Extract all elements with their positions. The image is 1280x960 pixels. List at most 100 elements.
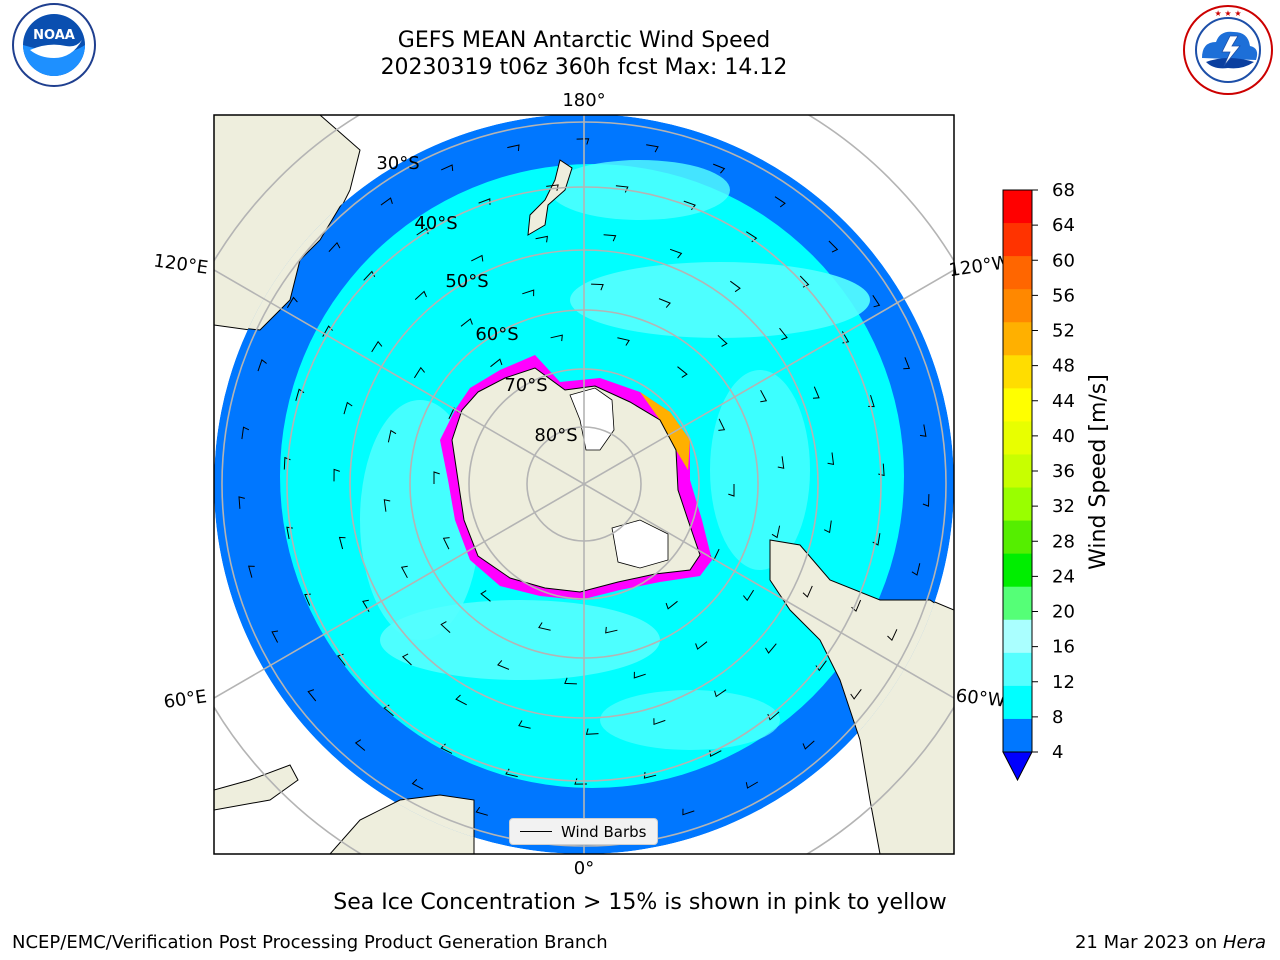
wind-barb <box>771 525 781 539</box>
wind-barb <box>887 629 898 642</box>
wind-barb <box>286 296 298 309</box>
wind-barb <box>497 660 510 670</box>
wind-barb <box>271 630 279 643</box>
colorbar-segment <box>1003 685 1032 720</box>
wind-barb <box>440 164 454 171</box>
colorbar-tick-label: 12 <box>1052 672 1075 693</box>
land-new-zealand <box>527 159 573 236</box>
colorbar-tick-label: 40 <box>1052 426 1075 447</box>
map-title: GEFS MEAN Antarctic Wind Speed <box>397 28 771 53</box>
colorbar-segment <box>1003 586 1032 621</box>
colorbar-tick-label: 20 <box>1052 602 1075 623</box>
wind-barb <box>617 337 630 346</box>
colorbar-segment <box>1003 256 1032 290</box>
wind-barb <box>257 358 267 372</box>
land-madagascar <box>214 764 299 811</box>
wind-barb <box>605 626 618 634</box>
colorbar-segment <box>1003 223 1032 257</box>
wind-barb <box>380 197 393 206</box>
wind-barb <box>713 163 726 174</box>
map-figure: 180° 0° 120°E 120°W 60°E 60°W 30°S 40°S … <box>152 90 1111 879</box>
map-subtitle: 20230319 t06z 360h fcst Max: 14.12 <box>380 55 788 80</box>
wind-barb <box>550 334 563 342</box>
colorbar-segment <box>1003 322 1032 356</box>
wind-barb <box>333 468 340 482</box>
colorbar-tick-label: 60 <box>1052 250 1075 271</box>
wind-barb <box>646 144 659 153</box>
colorbar-segment <box>1003 619 1032 654</box>
wind-barb <box>383 499 391 512</box>
wind-barb <box>248 565 255 578</box>
wind-barb <box>241 426 250 440</box>
lat-label-50s: 50°S <box>445 271 488 292</box>
wind-barb <box>718 418 726 431</box>
wind-barb <box>760 389 768 403</box>
wind-barb <box>591 283 604 291</box>
wind-barb <box>475 806 488 816</box>
legend-line-sample <box>520 831 552 832</box>
wind-barb <box>328 241 341 253</box>
colorbar-segment <box>1003 289 1032 323</box>
wind-barb <box>238 496 245 509</box>
wind-barb <box>743 589 755 602</box>
wind-barb <box>714 689 727 698</box>
lat-label-70s: 70°S <box>504 375 547 396</box>
lon-label-60w: 60°W <box>955 685 1007 711</box>
wind-barb <box>354 739 366 751</box>
colorbar-segment <box>1003 553 1032 588</box>
colorbar: 68 64 60 56 52 48 44 40 36 32 28 24 20 16 12 8 4 <box>1002 180 1075 782</box>
wind-barb <box>307 689 317 702</box>
wind-barb <box>414 290 427 300</box>
colorbar-tick-label: 64 <box>1052 215 1075 236</box>
wind-barb <box>585 728 599 735</box>
wind-barb <box>911 563 921 576</box>
colorbar-tick-label: 4 <box>1052 742 1063 763</box>
wind-barb <box>576 138 590 145</box>
wind-barb <box>490 358 503 368</box>
wind-barb <box>633 671 646 679</box>
colorbar-segment <box>1003 355 1032 389</box>
footer-date-text: 21 Mar 2023 on <box>1074 932 1223 953</box>
wind-barb <box>603 234 617 242</box>
colorbar-segment <box>1003 520 1032 555</box>
wind-barb <box>362 599 370 612</box>
wind-barb <box>728 484 735 497</box>
wind-barb <box>779 327 788 341</box>
nws-logo: ★ ★ ★ <box>1183 5 1273 95</box>
wind-barb <box>745 781 759 789</box>
wind-barb <box>827 452 835 466</box>
sea-ice-caption: Sea Ice Concentration > 15% is shown in … <box>333 890 947 915</box>
legend-label: Wind Barbs <box>561 823 647 841</box>
wind-barb <box>717 335 728 347</box>
colorbar-extend-arrow <box>1002 751 1033 782</box>
wind-barb <box>903 357 911 370</box>
colorbar-tick-label: 8 <box>1052 707 1063 728</box>
graticule <box>214 115 954 854</box>
wind-barb <box>850 689 862 700</box>
wind-barb <box>564 677 577 685</box>
colorbar-segment <box>1003 487 1032 522</box>
wind-barb <box>480 590 491 602</box>
wind-barb <box>343 401 353 415</box>
colorbar-segment <box>1003 454 1032 489</box>
wind-barb <box>460 318 473 327</box>
footer-credit: NCEP/EMC/Verification Post Processing Pr… <box>12 932 608 953</box>
colorbar-tick-label: 68 <box>1052 180 1075 201</box>
ronne-ice-shelf <box>611 519 669 569</box>
wind-barb <box>823 520 832 534</box>
wind-barb <box>802 585 813 598</box>
wind-barb <box>538 622 551 631</box>
wind-barb <box>518 720 531 729</box>
lat-label-80s: 80°S <box>534 425 577 446</box>
lat-label-60s: 60°S <box>475 324 518 345</box>
colorbar-segment <box>1003 190 1032 224</box>
wind-barb <box>828 240 839 253</box>
wind-barb <box>387 429 397 443</box>
wind-barb <box>669 248 683 259</box>
wind-barb <box>401 653 412 666</box>
wind-barb <box>777 456 785 469</box>
map-frame <box>213 114 955 855</box>
colorbar-segment <box>1003 718 1032 753</box>
colorbar-segment <box>1003 421 1032 455</box>
colorbar-tick-label: 28 <box>1052 531 1075 552</box>
